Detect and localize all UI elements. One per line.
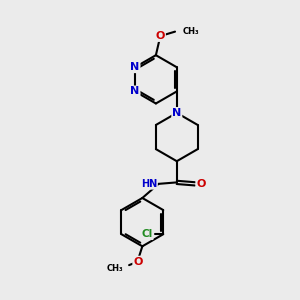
Text: O: O: [156, 31, 165, 41]
Text: Cl: Cl: [141, 229, 153, 239]
Text: CH₃: CH₃: [106, 264, 123, 273]
Text: N: N: [130, 62, 140, 72]
Text: CH₃: CH₃: [182, 27, 199, 36]
Text: N: N: [172, 108, 182, 118]
Text: HN: HN: [141, 179, 157, 189]
Text: O: O: [196, 179, 206, 189]
Text: O: O: [133, 256, 142, 267]
Text: N: N: [130, 86, 140, 96]
